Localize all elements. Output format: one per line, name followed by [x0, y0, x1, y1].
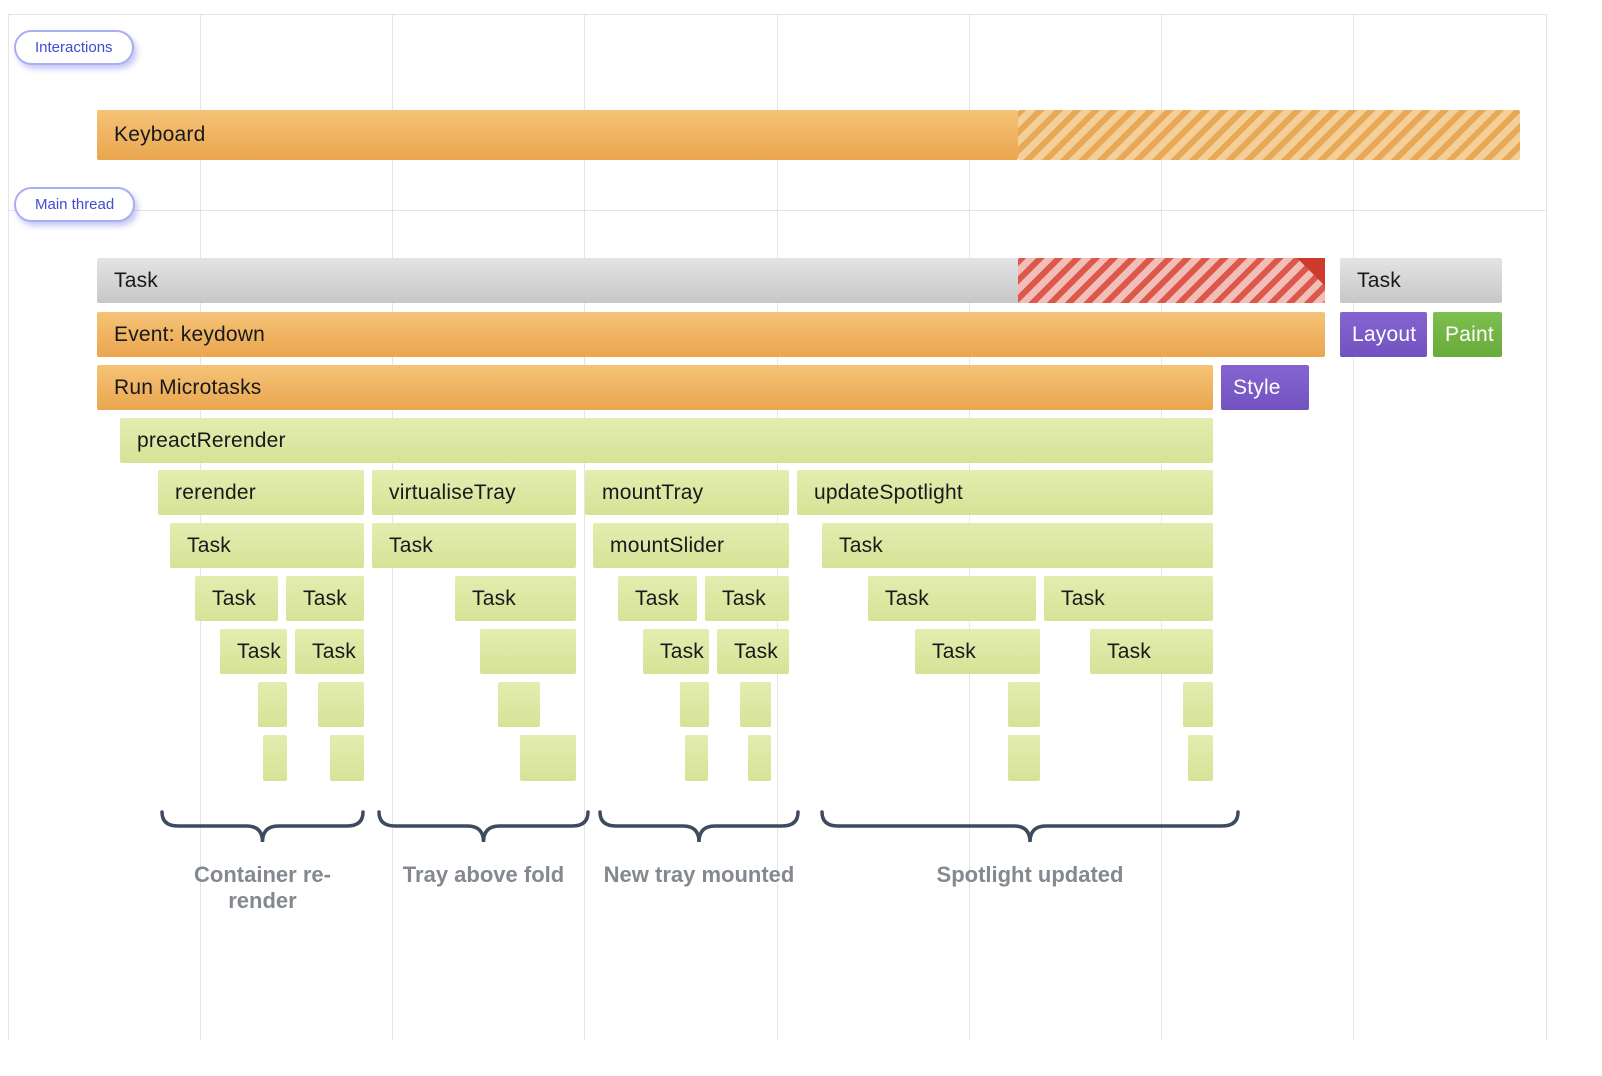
- bar-label: Task: [187, 533, 231, 557]
- bar-label: Task: [389, 533, 433, 557]
- task-bar[interactable]: Task: [1090, 629, 1213, 674]
- bar-label: preactRerender: [137, 428, 286, 452]
- bar-label: Task: [472, 586, 516, 610]
- subtask-bar[interactable]: [480, 629, 576, 674]
- paint-bar[interactable]: Paint: [1433, 312, 1502, 357]
- gridline-vertical: [8, 14, 9, 1040]
- annotation-brace: [598, 810, 800, 843]
- bar-label: Style: [1233, 375, 1281, 399]
- gridline-horizontal: [8, 14, 1546, 15]
- bar-label: Task: [635, 586, 679, 610]
- task-bar[interactable]: Task: [372, 523, 576, 568]
- task-bar[interactable]: Task: [295, 629, 364, 674]
- bar-label: Run Microtasks: [114, 375, 262, 399]
- task-bar[interactable]: Task: [286, 576, 364, 621]
- mount-slider-bar[interactable]: mountSlider: [593, 523, 789, 568]
- annotation-brace: [160, 810, 365, 843]
- task-bar[interactable]: Task: [717, 629, 789, 674]
- bar-label: mountSlider: [610, 533, 725, 557]
- bar-label: Layout: [1352, 322, 1417, 346]
- subtask-bar[interactable]: [680, 682, 709, 727]
- subtask-bar[interactable]: [498, 682, 540, 727]
- subtask-bar[interactable]: [1008, 735, 1040, 781]
- task-bar[interactable]: Task: [822, 523, 1213, 568]
- long-task-corner-icon: [1297, 258, 1325, 286]
- bar-label: Task: [734, 639, 778, 663]
- long-task-overrun-bar[interactable]: [1018, 258, 1325, 303]
- gridline-horizontal: [8, 210, 1546, 211]
- subtask-bar[interactable]: [520, 735, 576, 781]
- virtualise-tray-bar[interactable]: virtualiseTray: [372, 470, 576, 515]
- task-bar[interactable]: Task: [643, 629, 709, 674]
- preact-rerender-bar[interactable]: preactRerender: [120, 418, 1213, 463]
- annotation-label: Tray above fold: [402, 862, 565, 887]
- task-bar[interactable]: Task: [195, 576, 278, 621]
- bar-label: Task: [212, 586, 256, 610]
- subtask-bar[interactable]: [1188, 735, 1213, 781]
- annotation-label: Spotlight updated: [936, 862, 1124, 887]
- bar-label: Task: [660, 639, 704, 663]
- bar-label: Task: [839, 533, 883, 557]
- subtask-bar[interactable]: [318, 682, 364, 727]
- bar-label: Task: [885, 586, 929, 610]
- bar-label: Task: [1357, 268, 1401, 292]
- task-bar[interactable]: Task: [1044, 576, 1213, 621]
- task-bar[interactable]: Task: [220, 629, 287, 674]
- event-keydown-bar[interactable]: Event: keydown: [97, 312, 1325, 357]
- bar-label: Task: [932, 639, 976, 663]
- bar-label: updateSpotlight: [814, 480, 963, 504]
- subtask-bar[interactable]: [330, 735, 364, 781]
- task-bar[interactable]: Task: [170, 523, 364, 568]
- subtask-bar[interactable]: [1008, 682, 1040, 727]
- style-bar[interactable]: Style: [1221, 365, 1309, 410]
- subtask-bar[interactable]: [1183, 682, 1213, 727]
- keyboard-interaction-bar[interactable]: Keyboard: [97, 110, 1018, 160]
- bar-label: Task: [303, 586, 347, 610]
- bar-label: Paint: [1445, 322, 1494, 346]
- subtask-bar[interactable]: [740, 682, 771, 727]
- run-microtasks-bar[interactable]: Run Microtasks: [97, 365, 1213, 410]
- bar-label: Keyboard: [114, 123, 206, 146]
- task-bar[interactable]: Task: [455, 576, 576, 621]
- annotation-label: New tray mounted: [603, 862, 795, 887]
- bar-label: Task: [237, 639, 281, 663]
- update-spotlight-bar[interactable]: updateSpotlight: [797, 470, 1213, 515]
- task-bar[interactable]: Task: [618, 576, 697, 621]
- gridline-vertical: [584, 14, 585, 1040]
- mount-tray-bar[interactable]: mountTray: [585, 470, 789, 515]
- rerender-bar[interactable]: rerender: [158, 470, 364, 515]
- layout-bar[interactable]: Layout: [1340, 312, 1427, 357]
- main-thread-track-pill[interactable]: Main thread: [14, 187, 136, 222]
- bar-label: Task: [722, 586, 766, 610]
- bar-label: Task: [1107, 639, 1151, 663]
- bar-label: rerender: [175, 480, 256, 504]
- annotation-label: Container re-render: [194, 862, 331, 913]
- bar-label: mountTray: [602, 480, 704, 504]
- bar-label: Task: [114, 268, 158, 292]
- subtask-bar[interactable]: [258, 682, 287, 727]
- bar-label: Task: [312, 639, 356, 663]
- keyboard-interaction-pending-bar[interactable]: [1018, 110, 1520, 160]
- task-bar[interactable]: Task: [868, 576, 1036, 621]
- subtask-bar[interactable]: [748, 735, 771, 781]
- gridline-vertical: [1353, 14, 1354, 1040]
- annotation-brace: [377, 810, 590, 843]
- bar-label: Task: [1061, 586, 1105, 610]
- second-task-bar[interactable]: Task: [1340, 258, 1502, 303]
- gridline-vertical: [1546, 14, 1547, 1040]
- task-bar[interactable]: Task: [705, 576, 789, 621]
- task-bar[interactable]: Task: [915, 629, 1040, 674]
- subtask-bar[interactable]: [263, 735, 287, 781]
- bar-label: virtualiseTray: [389, 480, 516, 504]
- annotation-brace: [820, 810, 1240, 843]
- bar-label: Event: keydown: [114, 322, 266, 346]
- subtask-bar[interactable]: [685, 735, 708, 781]
- interactions-track-pill[interactable]: Interactions: [14, 30, 134, 65]
